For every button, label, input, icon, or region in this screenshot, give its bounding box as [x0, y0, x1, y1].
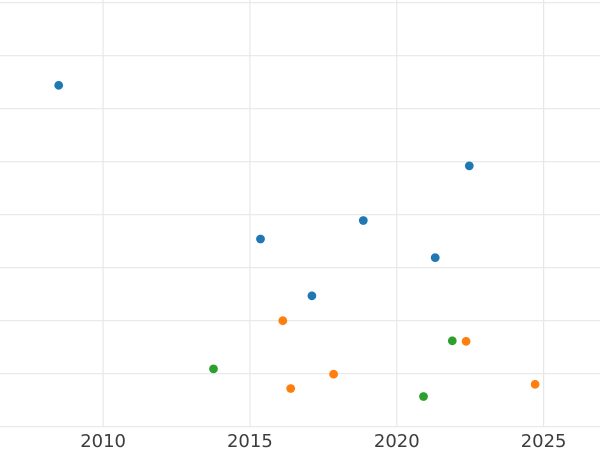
data-point-series-blue — [54, 80, 64, 90]
data-point-series-orange — [530, 379, 540, 389]
x-tick-label: 2020 — [374, 431, 420, 450]
x-tick-label: 2010 — [80, 431, 126, 450]
x-tick-labels-group: 2010 2015 2020 2025 — [80, 431, 566, 450]
data-point-series-orange — [286, 384, 296, 393]
data-point-series-blue — [307, 291, 317, 301]
x-tick-label: 2015 — [227, 431, 273, 450]
data-point-series-blue — [256, 234, 265, 244]
data-point-series-blue — [464, 161, 474, 171]
data-point-series-green — [447, 336, 457, 346]
data-points-group — [54, 80, 540, 401]
data-point-series-green — [209, 364, 218, 374]
data-point-series-orange — [329, 369, 338, 379]
gridlines-group — [0, 0, 600, 428]
data-point-series-blue — [358, 216, 368, 225]
data-point-series-green — [419, 392, 428, 401]
data-point-series-orange — [278, 316, 288, 326]
data-point-series-blue — [430, 253, 440, 262]
x-tick-label: 2025 — [521, 431, 567, 450]
data-point-series-orange — [461, 336, 471, 346]
